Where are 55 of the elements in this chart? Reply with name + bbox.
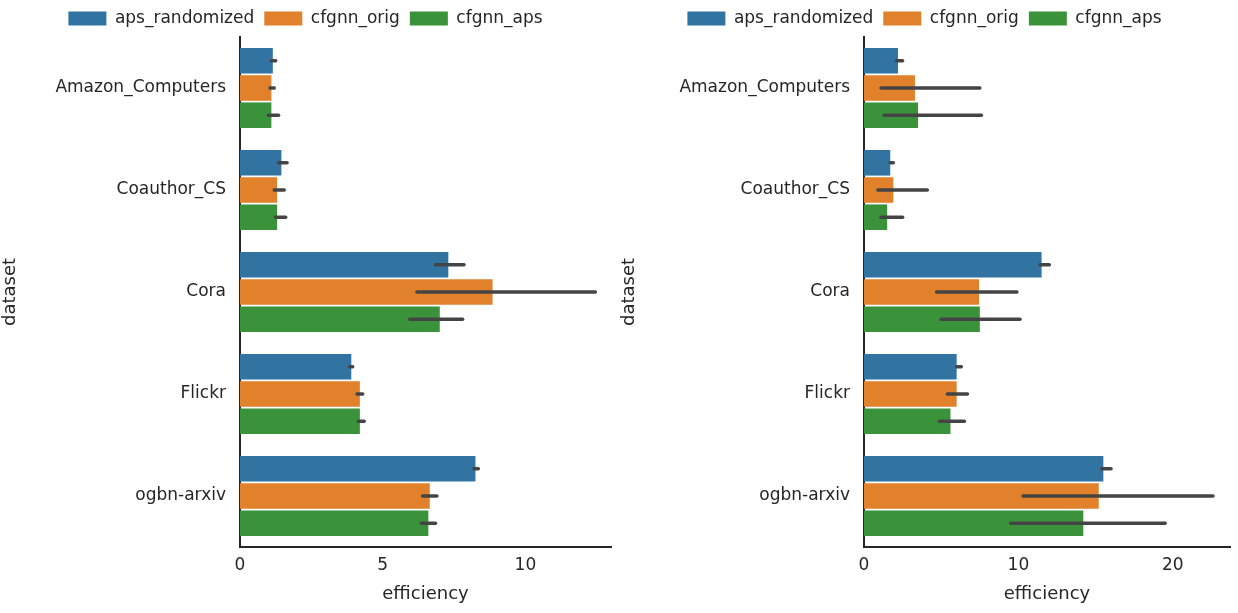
bar <box>864 408 951 434</box>
y-tick-label: ogbn-arxiv <box>759 484 850 505</box>
y-tick-label: Coauthor_CS <box>116 178 226 200</box>
bar <box>864 279 980 305</box>
y-axis-title: dataset <box>617 257 639 327</box>
y-tick-label: Amazon_Computers <box>679 76 851 98</box>
bar <box>864 252 1042 278</box>
bar <box>240 381 360 407</box>
x-tick-label: 10 <box>514 553 537 574</box>
bar <box>240 408 360 434</box>
bar <box>240 279 493 305</box>
bar <box>240 252 449 278</box>
x-tick-label: 0 <box>234 553 246 574</box>
bar <box>240 456 476 482</box>
legend-label: cfgnn_aps <box>456 6 543 28</box>
bar <box>864 354 957 380</box>
x-tick-label: 5 <box>377 553 389 574</box>
y-tick-label: Amazon_Computers <box>55 76 227 98</box>
bar <box>864 510 1084 536</box>
bar <box>240 204 278 230</box>
y-tick-label: Cora <box>810 280 850 301</box>
y-axis-title: dataset <box>0 257 20 327</box>
bar <box>240 102 272 128</box>
bar <box>240 75 272 101</box>
legend-label: cfgnn_orig <box>310 6 400 28</box>
bar <box>240 354 352 380</box>
bar <box>864 102 919 128</box>
legend-label: cfgnn_aps <box>1075 6 1162 28</box>
x-tick-label: 10 <box>1007 553 1030 574</box>
legend-label: aps_randomized <box>733 6 874 28</box>
legend-label: cfgnn_orig <box>929 6 1019 28</box>
y-tick-label: Flickr <box>804 382 851 403</box>
y-tick-label: Coauthor_CS <box>740 178 850 200</box>
y-tick-label: ogbn-arxiv <box>135 484 226 505</box>
bar <box>240 150 282 176</box>
legend-label: aps_randomized <box>114 6 255 28</box>
x-axis-title: efficiency <box>1003 581 1091 603</box>
y-tick-label: Flickr <box>180 382 227 403</box>
bar <box>864 177 894 203</box>
bar <box>240 48 273 74</box>
bar <box>864 204 888 230</box>
x-tick-label: 20 <box>1162 553 1184 574</box>
bar <box>240 306 440 332</box>
bar <box>240 177 278 203</box>
bar <box>864 381 957 407</box>
bar <box>864 483 1099 509</box>
bar <box>240 483 430 509</box>
x-axis-title: efficiency <box>382 581 470 603</box>
x-tick-label: 0 <box>858 553 870 574</box>
bar <box>864 306 980 332</box>
bar <box>864 456 1104 482</box>
bar <box>864 48 898 74</box>
bar <box>240 510 429 536</box>
bar <box>864 150 891 176</box>
y-tick-label: Cora <box>186 280 226 301</box>
